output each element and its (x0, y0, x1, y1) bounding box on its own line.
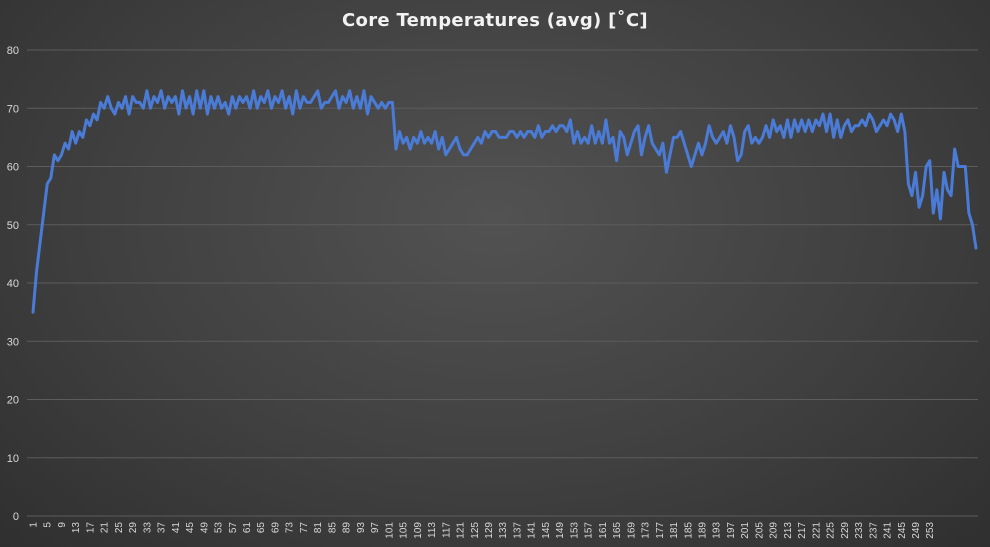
x-tick-label: 241 (883, 522, 894, 539)
x-tick-label: 133 (498, 522, 509, 539)
x-tick-label: 189 (697, 522, 708, 539)
x-tick-label: 89 (342, 522, 353, 534)
x-tick-label: 197 (726, 522, 737, 539)
x-tick-label: 169 (626, 522, 637, 539)
x-tick-label: 73 (285, 522, 296, 534)
x-tick-label: 181 (669, 522, 680, 539)
x-tick-label: 93 (356, 522, 367, 534)
x-tick-label: 205 (754, 522, 765, 539)
x-tick-label: 173 (641, 522, 652, 539)
gridlines (27, 49, 978, 517)
y-tick-label: 10 (7, 453, 19, 465)
x-tick-label: 177 (655, 522, 666, 539)
x-tick-label: 61 (242, 522, 253, 534)
x-tick-label: 21 (100, 522, 111, 534)
y-tick-label: 50 (7, 220, 19, 232)
x-tick-label: 201 (740, 522, 751, 539)
y-tick-label: 60 (7, 162, 19, 174)
y-tick-label: 0 (13, 511, 19, 523)
x-tick-label: 109 (413, 522, 424, 539)
x-tick-label: 253 (925, 522, 936, 539)
y-axis-ticks: 0 10 20 30 40 50 60 70 80 (7, 45, 19, 523)
x-tick-label: 65 (256, 522, 267, 534)
x-tick-label: 13 (71, 522, 82, 534)
x-tick-label: 5 (43, 522, 54, 528)
x-tick-label: 129 (484, 522, 495, 539)
x-tick-label: 185 (683, 522, 694, 539)
x-tick-label: 81 (313, 522, 324, 534)
x-tick-label: 101 (384, 522, 395, 539)
x-tick-label: 153 (569, 522, 580, 539)
y-tick-label: 40 (7, 278, 19, 290)
x-tick-label: 209 (769, 522, 780, 539)
x-tick-label: 157 (584, 522, 595, 539)
x-tick-label: 97 (370, 522, 381, 534)
x-tick-label: 33 (142, 522, 153, 534)
x-tick-label: 161 (598, 522, 609, 539)
x-tick-label: 29 (128, 522, 139, 534)
x-tick-label: 41 (171, 522, 182, 534)
x-tick-label: 49 (199, 522, 210, 534)
x-tick-label: 165 (612, 522, 623, 539)
x-tick-label: 85 (327, 522, 338, 534)
x-tick-label: 193 (712, 522, 723, 539)
x-tick-label: 25 (114, 522, 125, 534)
series-layer (31, 89, 978, 314)
x-tick-label: 221 (811, 522, 822, 539)
x-tick-label: 53 (214, 522, 225, 534)
chart-title: Core Temperatures (avg) [˚C] (342, 10, 648, 31)
y-tick-label: 30 (7, 336, 19, 348)
x-tick-label: 149 (555, 522, 566, 539)
x-tick-label: 1 (29, 522, 40, 528)
x-tick-label: 77 (299, 522, 310, 534)
y-tick-label: 80 (7, 45, 19, 57)
x-tick-label: 141 (527, 522, 538, 539)
x-tick-label: 217 (797, 522, 808, 539)
x-tick-label: 113 (427, 522, 438, 538)
x-tick-label: 117 (441, 522, 452, 538)
y-tick-label: 20 (7, 395, 19, 407)
x-tick-label: 69 (270, 522, 281, 534)
x-tick-label: 229 (840, 522, 851, 539)
x-tick-label: 213 (783, 522, 794, 539)
x-tick-label: 105 (399, 522, 410, 539)
x-axis-ticks: 1 5 9 13 17 21 25 29 33 37 41 45 49 53 57 61 65 69 73 77 81 8… (29, 522, 937, 539)
series-line (31, 89, 978, 314)
x-tick-label: 245 (897, 522, 908, 539)
x-tick-label: 233 (854, 522, 865, 539)
x-tick-label: 137 (512, 522, 523, 539)
y-tick-label: 70 (7, 103, 19, 115)
x-tick-label: 145 (541, 522, 552, 539)
x-tick-label: 45 (185, 522, 196, 534)
x-tick-label: 121 (456, 522, 467, 539)
x-tick-label: 225 (826, 522, 837, 539)
x-tick-label: 37 (157, 522, 168, 534)
x-tick-label: 57 (228, 522, 239, 534)
x-tick-label: 237 (868, 522, 879, 539)
x-tick-label: 249 (911, 522, 922, 539)
x-tick-label: 125 (470, 522, 481, 539)
x-tick-label: 17 (85, 522, 96, 534)
x-tick-label: 9 (57, 522, 68, 528)
